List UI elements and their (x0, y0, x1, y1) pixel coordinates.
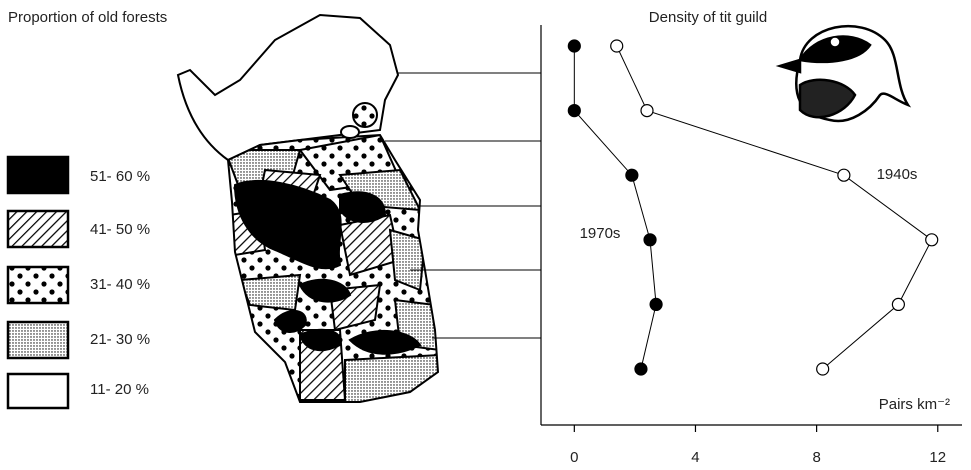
data-point (640, 103, 654, 118)
data-point (610, 39, 624, 53)
map-legend (6, 155, 70, 410)
legend-label: 51- 60 % (90, 168, 150, 185)
series-label: 1970s (580, 225, 621, 242)
data-point (925, 233, 939, 247)
map-title: Proportion of old forests (8, 9, 167, 26)
x-tick-label: 8 (812, 449, 820, 466)
data-point (649, 297, 663, 311)
data-point (567, 39, 581, 53)
x-tick-label: 0 (570, 449, 578, 466)
series-line (616, 45, 933, 370)
data-point (625, 168, 639, 182)
data-point (837, 168, 851, 182)
x-axis-label: Pairs km⁻² (879, 396, 950, 413)
data-point (643, 233, 657, 247)
series-line (573, 46, 657, 370)
legend-label: 11- 20 % (90, 381, 149, 398)
data-point (567, 103, 581, 118)
series-label: 1940s (877, 166, 918, 183)
map (176, 13, 440, 403)
connectors (385, 72, 541, 339)
x-tick-label: 12 (929, 449, 946, 466)
bird (775, 25, 912, 123)
data-point (816, 362, 830, 376)
data-point (891, 297, 905, 311)
legend-label: 31- 40 % (90, 276, 150, 293)
chart-title: Density of tit guild (649, 9, 767, 26)
data-point (634, 362, 648, 376)
x-tick-label: 4 (691, 449, 699, 466)
legend-label: 21- 30 % (90, 331, 150, 348)
legend-label: 41- 50 % (90, 221, 150, 238)
